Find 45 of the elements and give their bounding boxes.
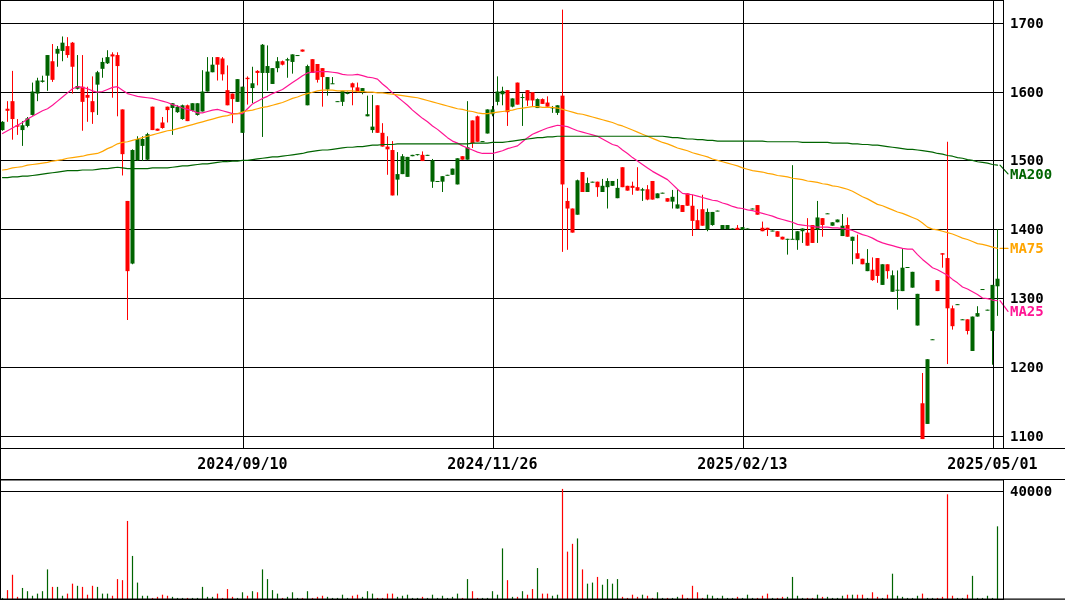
candlestick [115,51,120,117]
candlestick [820,217,825,238]
candlestick [900,248,905,292]
candlestick [875,257,880,284]
x-tick-label: 2025/05/01 [947,455,1038,473]
candlestick [795,230,800,251]
y-tick-label: 1100 [1010,427,1044,444]
candlestick [200,69,205,112]
y-tick-label: 1400 [1010,221,1044,238]
series-label: MA75 [1010,240,1044,257]
candlestick [850,236,855,265]
candlestick [380,122,385,148]
y-tick-label: 40000 [1010,483,1053,500]
candlestick [230,93,235,124]
candlestick [520,93,525,127]
candlestick [250,66,255,104]
candlestick [950,305,955,331]
candlestick [205,56,210,93]
candlestick [700,194,705,227]
legend-label: MA25 [1010,303,1044,320]
candlestick [670,189,675,210]
y-tick-label: 1700 [1010,14,1044,31]
x-tick-label: 2025/02/13 [697,455,788,473]
candlestick [85,86,90,123]
candlestick [675,189,680,210]
candlestick [60,35,65,62]
candlestick [565,187,570,251]
candlestick [395,151,400,196]
candlestick [10,70,15,141]
candlestick [95,70,100,116]
candlestick [220,56,225,82]
x-tick-label: 2024/11/26 [447,455,538,473]
candlestick [880,263,885,286]
candlestick [845,216,850,238]
y-tick-label: 1300 [1010,289,1044,306]
y-tick-label: 1600 [1010,83,1044,100]
candlestick [505,89,510,127]
candlestick [90,75,95,125]
candlestick [855,234,860,260]
candlestick [50,43,55,83]
y-tick-label: 1200 [1010,358,1044,375]
candlestick [940,252,945,269]
candlestick [45,54,50,92]
x-tick-label: 2024/09/10 [197,455,288,473]
candlestick [635,166,640,192]
